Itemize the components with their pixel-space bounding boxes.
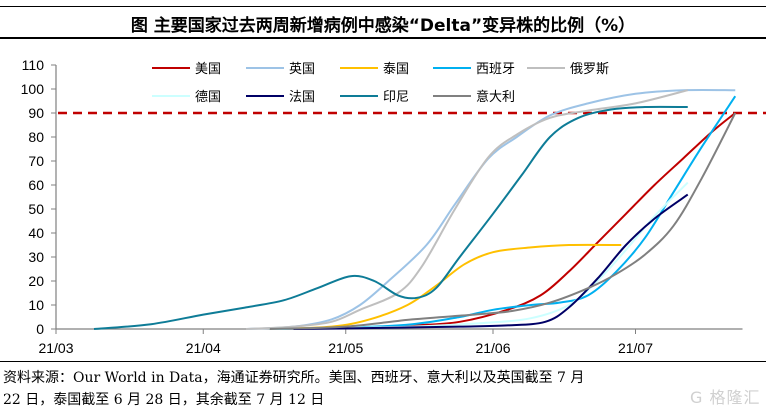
- x-tick-label: 21/04: [186, 340, 221, 356]
- x-tick-label: 21/05: [328, 340, 363, 356]
- legend-label: 西班牙: [476, 62, 515, 77]
- x-tick-label: 21/07: [618, 340, 653, 356]
- y-tick-label: 20: [28, 273, 44, 289]
- series-line-8: [269, 112, 737, 330]
- y-tick-label: 110: [22, 57, 45, 73]
- legend-label: 俄罗斯: [570, 62, 609, 77]
- legend-label: 意大利: [476, 89, 515, 105]
- axes: 0 10 20 30 40 50 60 70 80 90 100 110 21/03 21/04 21/05…: [21, 57, 766, 356]
- y-tick-label: 40: [28, 225, 44, 241]
- legend-label: 德国: [195, 90, 221, 105]
- series-line-5: [269, 181, 689, 330]
- y-tick-label: 30: [28, 249, 44, 265]
- source-note: 资料来源：Our World in Data，海通证券研究所。美国、西班牙、意大…: [3, 367, 763, 411]
- watermark-logo: G 格隆汇: [690, 388, 761, 407]
- chart: 0 10 20 30 40 50 60 70 80 90 100 110 21/03 21/04 21/05…: [21, 57, 766, 356]
- legend-label: 英国: [289, 62, 315, 77]
- source-line-2: 22 日，泰国截至 6 月 28 日，其余截至 7 月 12 日: [3, 392, 325, 408]
- y-tick-label: 90: [28, 105, 44, 121]
- legend-label: 法国: [289, 90, 315, 105]
- series-layer: [93, 88, 737, 330]
- x-tick-label: 21/03: [38, 340, 73, 356]
- x-tick-label: 21/06: [475, 340, 510, 356]
- y-tick-label: 60: [28, 177, 44, 193]
- legend-label: 泰国: [383, 62, 409, 77]
- series-line-3: [269, 95, 737, 330]
- series-line-7: [93, 105, 688, 330]
- y-tick-label: 0: [36, 321, 44, 337]
- source-line-1: 资料来源：Our World in Data，海通证券研究所。美国、西班牙、意大…: [3, 370, 585, 386]
- y-tick-label: 10: [28, 297, 44, 313]
- y-tick-label: 100: [21, 81, 45, 97]
- y-tick-label: 80: [28, 129, 44, 145]
- title-bar: 图 主要国家过去两周新增病例中感染“Delta”变异株的比例（%）: [0, 6, 766, 39]
- y-tick-label: 50: [28, 201, 44, 217]
- series-line-0: [269, 112, 736, 330]
- chart-title: 图 主要国家过去两周新增病例中感染“Delta”变异株的比例（%）: [130, 16, 636, 36]
- legend-label: 印尼: [383, 90, 409, 105]
- legend-label: 美国: [195, 62, 221, 77]
- series-line-4: [245, 89, 688, 330]
- y-tick-label: 70: [28, 153, 44, 169]
- series-line-2: [269, 243, 622, 330]
- series-line-6: [293, 193, 689, 330]
- source-divider: [0, 361, 766, 362]
